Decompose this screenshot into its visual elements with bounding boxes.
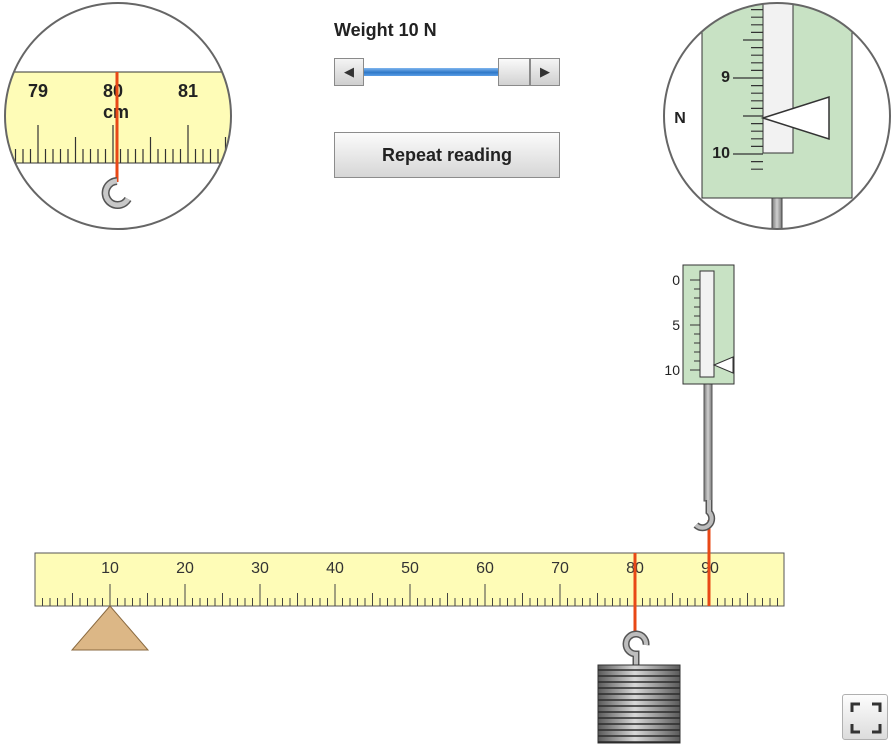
slider-track[interactable]: [364, 68, 530, 76]
weight-mass[interactable]: [597, 664, 681, 744]
balance-pointer: [712, 356, 734, 374]
arrow-right-icon: ▶: [540, 64, 550, 79]
slider-increase-button[interactable]: ▶: [530, 58, 560, 86]
balance-label: 5: [672, 317, 680, 333]
slider-decrease-button[interactable]: ◀: [334, 58, 364, 86]
ruler-label: 10: [101, 560, 119, 577]
balance-tick-marks: [690, 279, 700, 371]
zoom-balance-label: 10: [712, 145, 730, 162]
weight-label: Weight 10 N: [334, 20, 437, 40]
balance-label: 0: [672, 272, 680, 288]
zoom-balance-unit: N: [674, 110, 686, 127]
zoom-ruler-label: 79: [28, 81, 48, 101]
balance-rod: [703, 382, 713, 502]
zoom-ruler-label: 81: [178, 81, 198, 101]
weight-slider[interactable]: ◀ ▶: [334, 58, 560, 88]
fullscreen-icon: [850, 702, 882, 734]
ruler-label: 60: [476, 560, 494, 577]
pivot-triangle: [70, 605, 150, 651]
fullscreen-button[interactable]: [842, 694, 888, 740]
ruler-label: 30: [251, 560, 269, 577]
ruler-labels: 10 20 30 40 50 60 70 80 90: [101, 560, 719, 577]
ruler-label: 20: [176, 560, 194, 577]
balance-scale: [699, 270, 715, 378]
spring-balance[interactable]: 0 5 10: [664, 264, 735, 606]
hanging-weight[interactable]: [597, 553, 681, 744]
balance-label: 10: [664, 362, 680, 378]
ruler-magnifier: 79 80 81 cm: [4, 2, 232, 230]
zoom-balance-pointer: [760, 95, 830, 141]
repeat-reading-button[interactable]: Repeat reading: [334, 132, 560, 178]
ruler-label: 40: [326, 560, 344, 577]
zoom-ruler-label: 80: [103, 81, 123, 101]
ruler-label: 50: [401, 560, 419, 577]
zoom-balance-label: 9: [721, 69, 730, 86]
meter-ruler: 10 20 30 40 50 60 70 80 90: [34, 552, 785, 607]
slider-thumb[interactable]: [498, 58, 530, 86]
zoom-balance-rod: [771, 197, 783, 229]
balance-magnifier: 9 10 N: [663, 2, 891, 230]
ruler-label: 70: [551, 560, 569, 577]
arrow-left-icon: ◀: [344, 64, 354, 79]
